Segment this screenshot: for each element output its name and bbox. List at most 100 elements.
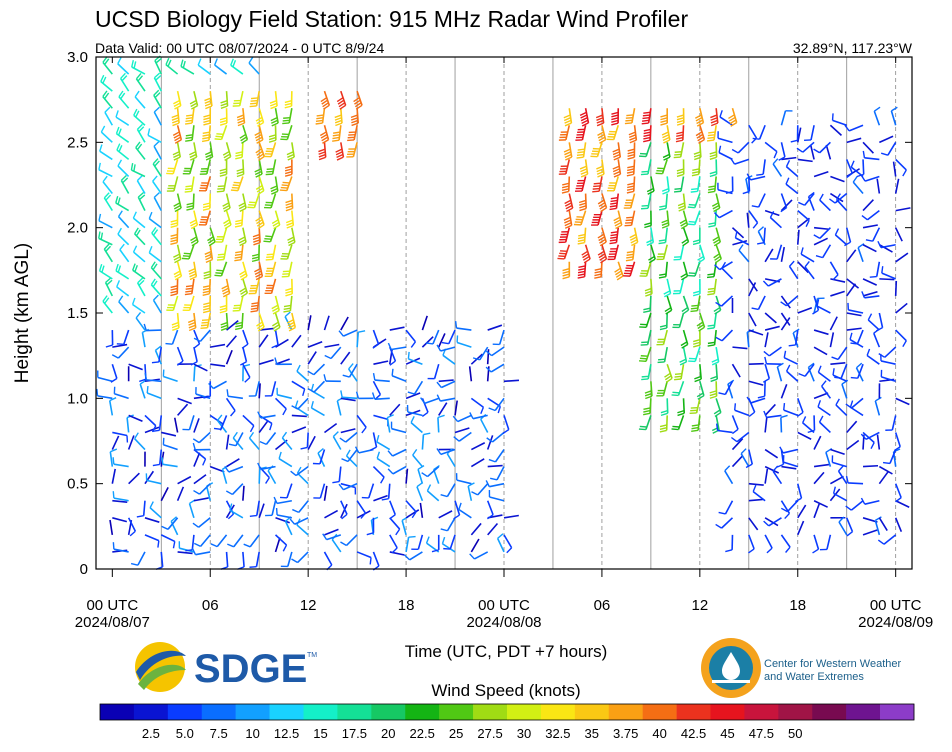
wind-barb-feather [283,120,290,121]
colorbar-swatch [439,704,473,720]
wind-barb-feather [643,115,650,116]
colorbar-swatch [168,704,202,720]
wind-barb-feather [185,191,192,192]
x-axis-label: Time (UTC, PDT +7 hours) [405,642,608,661]
wind-barb-feather [707,328,714,329]
colorbar-swatch [880,704,914,720]
wind-barb-feather [316,118,323,119]
colorbar-swatch [337,704,371,720]
wind-barb-feather [593,189,600,190]
colorbar-swatch [507,704,541,720]
colorbar-label: 32.5 [545,726,570,741]
x-tick-label: 12 [691,597,708,614]
wind-barb-feather [426,343,433,344]
wind-barb-feather [316,123,323,124]
wind-barb [243,486,244,501]
wind-barb-feather [184,253,191,254]
wind-barb-feather [215,136,222,137]
colorbar-label: 15 [313,726,327,741]
wind-barb-feather [266,257,273,258]
colorbar-swatch [541,704,575,720]
wind-barb-feather [625,120,632,121]
wind-barb-feather [185,291,192,292]
wind-barb-feather [834,377,841,378]
wind-barb-feather [691,305,698,306]
colorbar-label: 50 [788,726,802,741]
wind-barb-feather [217,257,224,258]
wind-barb-feather [882,266,883,273]
wind-barb-feather [265,236,272,237]
colorbar-swatch [202,704,236,720]
x-tick-date: 2024/08/07 [75,614,150,631]
colorbar-swatch [846,704,880,720]
wind-barb-feather [186,288,193,289]
wind-barb-feather [185,186,192,187]
wind-barb-feather [717,424,718,431]
wind-barb-feather [675,376,682,377]
wind-barb-feather [642,123,649,124]
wind-barb-feather [672,392,679,393]
colorbar-label: 20 [381,726,395,741]
x-tick-label: 18 [398,597,415,614]
wind-barb-feather [185,120,192,121]
wind-barb-feather [113,457,114,464]
wind-barb-feather [578,149,585,150]
wind-barb-feather [283,182,290,183]
wind-barb-feather [674,189,681,190]
wind-barb-feather [217,191,224,192]
y-tick-label: 0 [80,561,88,578]
wind-barb-feather [267,254,274,255]
wind-barb-staff [488,466,503,467]
wind-barb-feather [216,270,223,271]
wind-barb-feather [735,403,736,410]
colorbar-swatch [270,704,304,720]
wind-barb-feather [250,567,257,568]
wind-barb-feather [870,277,877,278]
wind-barb-feather [250,106,257,107]
wind-barb-feather [317,115,324,116]
colorbar-swatch [609,704,643,720]
wind-barb-staff [422,435,423,450]
wind-barb-feather [218,186,225,187]
wind-barb [749,364,764,365]
wind-barb-staff [292,415,307,416]
wind-barb-feather [97,389,98,396]
wind-barb-staff [504,380,519,381]
colorbar-label: 12.5 [274,726,299,741]
colorbar-label: 35 [585,726,599,741]
wind-barb-feather [688,224,695,225]
wind-barb-feather [218,254,225,255]
colorbar-label: 7.5 [210,726,228,741]
wind-barb [896,281,897,296]
wind-barb-feather [610,240,617,241]
wind-barb-feather [456,321,457,328]
wind-barb-feather [147,386,148,393]
wind-barb-feather [691,191,698,192]
wind-barb-feather [162,457,163,464]
colorbar-label: 22.5 [410,726,435,741]
x-tick-label: 06 [202,597,219,614]
wind-barb-feather [282,123,289,124]
wind-barb-feather [610,206,617,207]
wind-barb-feather [215,139,222,140]
wind-barb-staff [863,159,864,174]
wind-barb-feather [691,308,698,309]
wind-barb-staff [375,398,390,399]
wind-barb-feather [186,137,193,138]
wind-barb-staff [389,484,390,499]
y-tick-label: 0.5 [67,476,88,493]
wind-barb-feather [658,359,665,360]
wind-barb-feather [592,191,599,192]
wind-barb-feather [215,273,222,274]
wind-barb-feather [610,237,617,238]
wind-barb-feather [370,558,371,565]
wind-barb-feather [251,311,258,312]
wind-barb-feather [316,120,323,121]
wind-barb-feather [708,288,715,289]
colorbar-label: 45 [720,726,734,741]
wind-barb [504,380,519,381]
wind-barb [863,466,878,467]
colorbar-swatch [778,704,812,720]
wind-barb-feather [594,183,601,184]
wind-barb-staff [749,364,764,365]
